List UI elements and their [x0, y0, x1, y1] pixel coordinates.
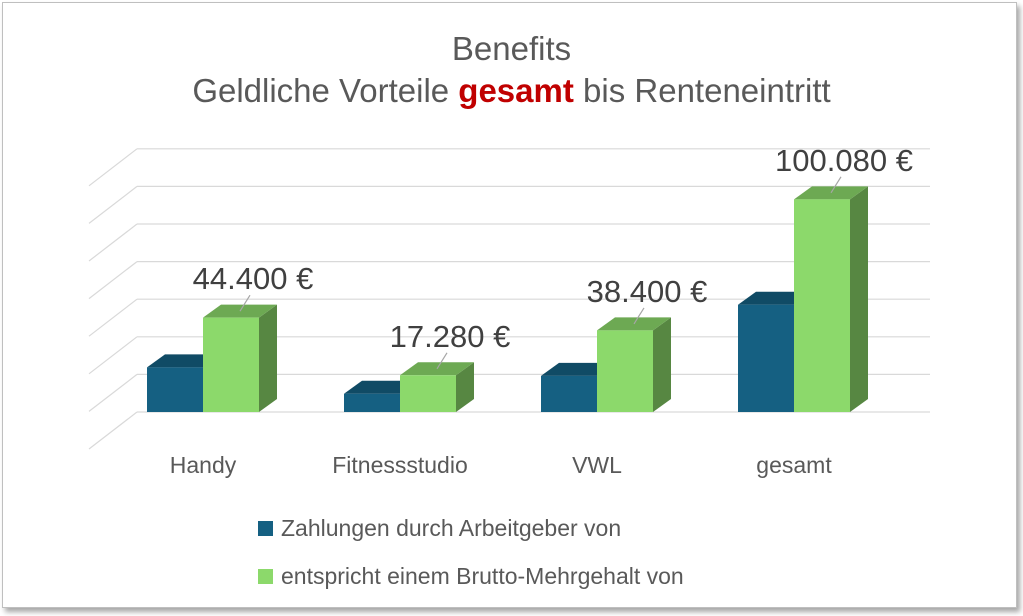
category-label: VWL [572, 452, 622, 478]
bar-side [456, 362, 474, 412]
data-label: 17.280 € [390, 319, 511, 354]
category-label: gesamt [756, 452, 832, 478]
leader-line [436, 352, 448, 370]
category-labels: Handy Fitnessstudio VWL gesamt [170, 452, 833, 478]
gridline-diagonal [88, 411, 138, 450]
gridline-diagonal [88, 373, 138, 412]
legend-label-gross: entspricht einem Brutto-Mehrgehalt von [281, 562, 684, 589]
chart-title-suffix: bis Renteneintritt [573, 72, 831, 109]
bar-side [259, 304, 277, 412]
chart-title-highlight: gesamt [458, 72, 574, 109]
bar-side [850, 186, 868, 412]
bar [203, 317, 259, 412]
bar-top [738, 291, 812, 305]
gridline-diagonal [88, 185, 138, 224]
category-label: Fitnessstudio [332, 452, 468, 478]
leader-line [239, 294, 251, 312]
gridline-diagonal [88, 336, 138, 375]
category-label: Handy [170, 452, 237, 478]
legend-swatch-employer [258, 520, 273, 536]
bars [147, 186, 868, 412]
bar-side [653, 317, 671, 412]
legend-swatch-gross [258, 568, 273, 584]
gridline-diagonal [88, 223, 138, 262]
bar-top [147, 354, 221, 368]
bar-top [344, 380, 418, 394]
gridline-diagonal [88, 148, 138, 187]
legend-label-employer: Zahlungen durch Arbeitgeber von [281, 514, 622, 541]
data-labels: 44.400 € 17.280 € 38.400 € 100.080 € [193, 143, 913, 370]
chart-title-prefix: Geldliche Vorteile [192, 72, 459, 109]
gridline-diagonal [88, 261, 138, 300]
bar [738, 304, 794, 412]
leader-line [633, 307, 645, 325]
data-label: 44.400 € [193, 261, 314, 296]
bar [344, 393, 400, 412]
bar [541, 375, 597, 412]
chart-title-line2: Geldliche Vorteile gesamt bis Renteneint… [0, 70, 1023, 112]
bar [794, 199, 850, 412]
chart-title-line1: Benefits [451, 30, 572, 67]
legend: Zahlungen durch Arbeitgeber von entspric… [258, 513, 684, 609]
data-label: 38.400 € [587, 274, 708, 309]
gridline-diagonal [88, 298, 138, 337]
data-label: 100.080 € [775, 143, 913, 178]
leader-line [830, 176, 842, 194]
legend-item-gross: entspricht einem Brutto-Mehrgehalt von [258, 561, 684, 591]
bar-top [541, 362, 615, 376]
bar [597, 330, 653, 412]
legend-item-employer: Zahlungen durch Arbeitgeber von [258, 513, 684, 543]
bar [400, 375, 456, 412]
bar [147, 367, 203, 412]
chart-title: Benefits Geldliche Vorteile gesamt bis R… [0, 28, 1023, 112]
